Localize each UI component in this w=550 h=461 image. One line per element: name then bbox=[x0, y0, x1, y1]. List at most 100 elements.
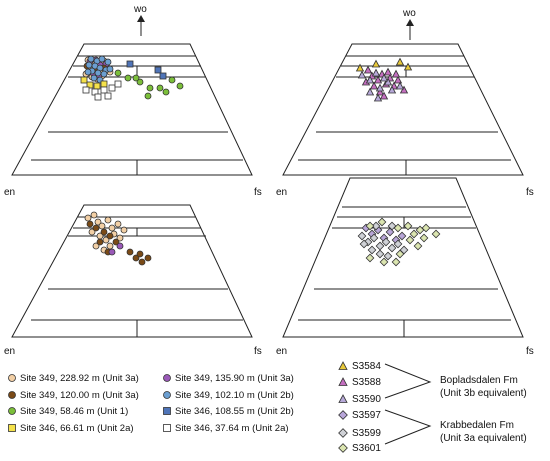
axis-label-en: en bbox=[276, 346, 287, 357]
data-point-site-346-66-61-m-unit-2a bbox=[86, 81, 94, 89]
data-point-s3590 bbox=[357, 70, 367, 79]
data-point-site-349-58-46-m-unit-1 bbox=[176, 82, 184, 90]
axis-label-fs: fs bbox=[526, 346, 534, 357]
legend-label-site-349-102-10-m-unit-2b: Site 349, 102.10 m (Unit 2b) bbox=[175, 390, 294, 401]
data-point-s3601 bbox=[421, 223, 431, 233]
data-point-site-349-228-92-m-unit-3a bbox=[92, 242, 100, 250]
wo-arrowhead-right bbox=[406, 19, 414, 26]
panel-bottom-right bbox=[282, 177, 524, 338]
data-point-site-349-102-10-m-unit-2b bbox=[106, 65, 114, 73]
data-point-s3584 bbox=[355, 63, 365, 72]
data-point-site-346-108-55-m-unit-2b bbox=[159, 72, 167, 80]
data-point-s3584 bbox=[403, 62, 413, 71]
legend-marker-s3601 bbox=[338, 443, 348, 453]
legend-label-s3590: S3590 bbox=[352, 394, 381, 405]
data-point-s3590 bbox=[383, 77, 393, 86]
data-point-site-346-108-55-m-unit-2b bbox=[154, 66, 162, 74]
data-point-site-349-228-92-m-unit-3a bbox=[88, 228, 96, 236]
data-point-site-349-228-92-m-unit-3a bbox=[106, 242, 114, 250]
data-point-site-349-120-00-m-unit-3a bbox=[100, 228, 108, 236]
data-marks bbox=[80, 55, 441, 267]
legend-marker-s3599 bbox=[338, 428, 348, 438]
data-point-site-349-102-10-m-unit-2b bbox=[85, 61, 93, 69]
axis-label-en: en bbox=[4, 187, 15, 198]
data-point-site-349-228-92-m-unit-3a bbox=[98, 222, 106, 230]
legend-label-site-349-58-46-m-unit-1: Site 349, 58.46 m (Unit 1) bbox=[20, 406, 128, 417]
data-point-site-349-58-46-m-unit-1 bbox=[146, 84, 154, 92]
data-point-s3601 bbox=[431, 229, 441, 239]
data-point-site-349-120-00-m-unit-3a bbox=[96, 238, 104, 246]
axis-label-fs: fs bbox=[526, 187, 534, 198]
legend-marker-site-349-120-00-m-unit-3a bbox=[8, 391, 16, 399]
legend-label-site-349-120-00-m-unit-3a: Site 349, 120.00 m (Unit 3a) bbox=[20, 390, 139, 401]
data-point-site-349-120-00-m-unit-3a bbox=[136, 250, 144, 258]
panel-bottom-left bbox=[11, 204, 253, 338]
data-point-s3601 bbox=[379, 257, 389, 267]
data-point-site-349-102-10-m-unit-2b bbox=[100, 70, 108, 78]
legend-label-site-346-108-55-m-unit-2b: Site 346, 108.55 m (Unit 2b) bbox=[175, 406, 294, 417]
group-label-krabbe-sub: (Unit 3a equivalent) bbox=[440, 433, 527, 444]
data-point-s3590 bbox=[371, 68, 381, 77]
data-point-site-349-120-00-m-unit-3a bbox=[92, 224, 100, 232]
data-point-s3599 bbox=[387, 243, 397, 253]
axis-label-wo-right: wo bbox=[402, 8, 416, 19]
data-point-s3588 bbox=[363, 65, 373, 74]
quadrilateral-outline bbox=[11, 204, 253, 338]
data-point-site-349-58-46-m-unit-1 bbox=[168, 76, 176, 84]
data-point-site-349-228-92-m-unit-3a bbox=[120, 226, 128, 234]
data-point-s3590 bbox=[387, 85, 397, 94]
data-point-s3599 bbox=[381, 237, 391, 247]
data-point-site-349-58-46-m-unit-1 bbox=[144, 92, 152, 100]
data-point-site-346-37-64-m-unit-2a bbox=[82, 86, 90, 94]
legend-right: S3584 S3588 S3590 S3597 S3599 S3601 bbox=[338, 361, 381, 454]
quadrilateral-outline bbox=[282, 43, 524, 176]
data-point-s3588 bbox=[369, 81, 379, 90]
data-point-s3588 bbox=[373, 75, 383, 84]
data-point-s3588 bbox=[393, 75, 403, 84]
data-point-s3590 bbox=[379, 73, 389, 82]
legend-label-site-346-66-61-m-unit-2a: Site 346, 66.61 m (Unit 2a) bbox=[20, 423, 134, 434]
legend-label-site-349-228-92-m-unit-3a: Site 349, 228.92 m (Unit 3a) bbox=[20, 373, 139, 384]
legend-marker-site-346-66-61-m-unit-2a bbox=[8, 424, 16, 432]
legend-marker-site-349-102-10-m-unit-2b bbox=[163, 391, 171, 399]
data-point-s3590 bbox=[365, 87, 375, 96]
legend-label-site-349-135-90-m-unit-3a: Site 349, 135.90 m (Unit 3a) bbox=[175, 373, 294, 384]
legend-marker-site-349-58-46-m-unit-1 bbox=[8, 407, 16, 415]
data-point-s3599 bbox=[383, 251, 393, 261]
data-point-s3601 bbox=[393, 223, 403, 233]
data-point-site-349-58-46-m-unit-1 bbox=[132, 74, 140, 82]
data-point-s3590 bbox=[373, 93, 383, 102]
axis-label-fs: fs bbox=[254, 187, 262, 198]
legend-marker-s3597 bbox=[338, 410, 348, 420]
data-point-site-349-228-92-m-unit-3a bbox=[84, 214, 92, 222]
legend-label-s3588: S3588 bbox=[352, 377, 381, 388]
data-point-site-349-58-46-m-unit-1 bbox=[162, 88, 170, 96]
data-point-s3597 bbox=[397, 231, 407, 241]
data-point-s3590 bbox=[395, 81, 405, 90]
data-point-site-346-108-55-m-unit-2b bbox=[126, 60, 134, 68]
data-point-s3599 bbox=[369, 233, 379, 243]
data-point-s3601 bbox=[365, 253, 375, 263]
data-point-s3599 bbox=[375, 241, 385, 251]
data-point-site-349-228-92-m-unit-3a bbox=[104, 216, 112, 224]
group-label-boplads-sub: (Unit 3b equivalent) bbox=[440, 388, 527, 399]
quadrilateral-outline bbox=[282, 177, 524, 338]
data-point-s3601 bbox=[405, 235, 415, 245]
data-point-site-349-228-92-m-unit-3a bbox=[90, 211, 98, 219]
quadrilateral-outline bbox=[11, 43, 253, 176]
data-point-s3599 bbox=[359, 239, 369, 249]
data-point-s3584 bbox=[371, 59, 381, 68]
data-point-site-349-228-92-m-unit-3a bbox=[94, 218, 102, 226]
data-point-site-346-37-64-m-unit-2a bbox=[114, 80, 122, 88]
data-point-s3601 bbox=[365, 221, 375, 231]
bracket-krabbe bbox=[384, 409, 432, 445]
data-point-s3601 bbox=[413, 241, 423, 251]
legend-label-s3601: S3601 bbox=[352, 443, 381, 454]
legend-marker-s3590 bbox=[338, 394, 348, 403]
legend-left: Site 349, 228.92 m (Unit 3a) Site 349, 13… bbox=[8, 373, 294, 434]
data-point-site-349-120-00-m-unit-3a bbox=[126, 248, 134, 256]
wo-arrowhead-left bbox=[137, 15, 145, 22]
data-point-s3601 bbox=[409, 229, 419, 239]
axis-label-en: en bbox=[4, 346, 15, 357]
data-point-site-349-58-46-m-unit-1 bbox=[136, 78, 144, 86]
